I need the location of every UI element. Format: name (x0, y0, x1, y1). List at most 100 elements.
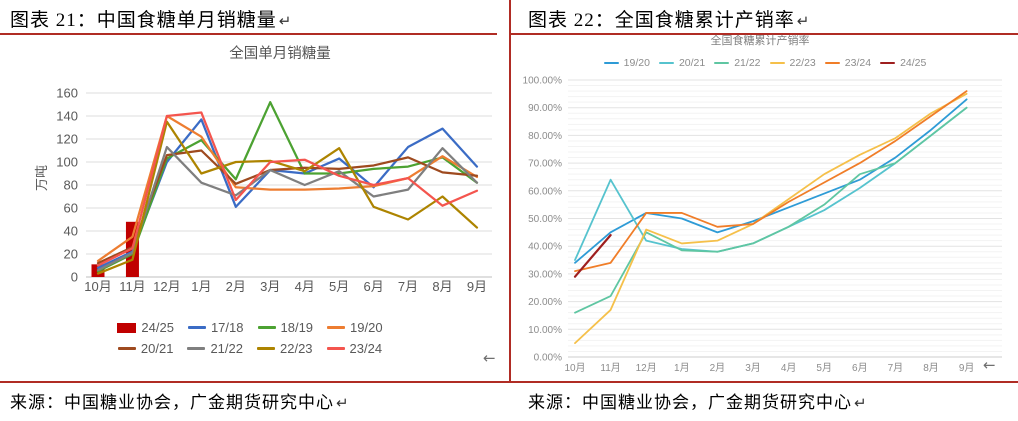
legend-item-23-24: 23/24 (824, 57, 871, 69)
y-tick-label: 80 (64, 178, 78, 193)
y-tick-label: 0 (71, 270, 78, 285)
x-tick-label: 12月 (153, 279, 180, 294)
legend-label: 22/23 (280, 341, 313, 356)
y-tick-label: 100.00% (523, 76, 563, 87)
legend-label: 24/25 (141, 320, 174, 335)
legend-item-19-20: 19/20 (603, 57, 650, 69)
y-tick-label: 120 (56, 132, 78, 147)
x-tick-label: 10月 (84, 279, 111, 294)
x-tick-label: 7月 (398, 279, 418, 294)
legend-line-swatch (603, 61, 619, 65)
chart-title: 全国食糖累计产销率 (711, 33, 810, 47)
y-tick-label: 20.00% (528, 297, 562, 308)
source-note-right-text: 来源：中国糖业协会，广金期货研究中心 (528, 393, 852, 412)
source-note-right: 来源：中国糖业协会，广金期货研究中心 ↵ (528, 388, 868, 413)
figure-22-caption-text: 图表 22：全国食糖累计产销率 (528, 10, 795, 31)
legend-item-17-18: 17/18 (187, 320, 244, 335)
legend-line-swatch (769, 61, 785, 65)
legend-label: 18/19 (280, 320, 314, 335)
series-line-23-24 (96, 111, 479, 267)
legend-line-swatch (327, 326, 346, 329)
y-tick-label: 50.00% (528, 214, 562, 225)
x-tick-label: 9月 (467, 279, 487, 294)
series-line-20-21 (96, 149, 479, 265)
series-line-18-19 (96, 101, 479, 273)
sales-ratio-svg: 全国食糖累计产销率 0.00% 10.00% 20.00% 30.00% 40.00% 50… (523, 33, 1002, 374)
legend-item-21-22: 21/22 (187, 341, 243, 356)
series-line-22-23 (574, 92, 968, 345)
x-tick-label: 1月 (674, 362, 690, 374)
x-tick-label: 11月 (600, 362, 620, 374)
cumulative-sales-ratio-chart: 全国食糖累计产销率 0.00% 10.00% 20.00% 30.00% 40.00% 50… (510, 30, 1018, 382)
legend-label: 23/24 (349, 341, 383, 356)
caption-rule-left (0, 33, 497, 35)
x-tick-label: 8月 (432, 279, 452, 294)
legend-item-20-21: 20/21 (117, 341, 174, 356)
legend-item-23-24: 23/24 (326, 341, 383, 356)
y-axis-label: 万吨 (34, 165, 49, 191)
figure-22-caption: 图表 22：全国食糖累计产销率 ↵ (528, 5, 810, 32)
y-tick-label: 140 (56, 109, 78, 124)
y-tick-label: 20 (64, 247, 78, 262)
y-tick-label: 30.00% (528, 269, 562, 280)
legend-item-24-25: 24/25 (880, 57, 926, 69)
x-tick-label: 5月 (816, 362, 832, 374)
legend-row: 20/21 21/22 22/23 23/24 (117, 341, 383, 356)
return-mark: ↵ (854, 396, 868, 412)
x-tick-label: 5月 (329, 279, 349, 294)
y-tick-label: 100 (56, 155, 78, 170)
x-tick-label: 2月 (226, 279, 246, 294)
legend-line-swatch (117, 347, 136, 350)
x-tick-label: 3月 (745, 362, 761, 374)
x-tick-label: 6月 (852, 362, 868, 374)
y-tick-label: 0.00% (534, 353, 562, 364)
y-tick-label: 40 (64, 224, 78, 239)
legend-row: 19/20 20/21 21/22 22/23 23/24 24/25 (603, 57, 926, 69)
sales-ratio-legend: 19/20 20/21 21/22 22/23 23/24 24/25 (520, 57, 1010, 69)
x-tick-label: 4月 (295, 279, 315, 294)
legend-line-swatch (714, 61, 730, 65)
x-tick-label: 7月 (888, 362, 904, 374)
x-tick-label: 9月 (959, 362, 975, 374)
bottom-rule (0, 381, 1018, 383)
figure-21-caption-text: 图表 21：中国食糖单月销糖量 (10, 10, 277, 31)
y-tick-label: 60.00% (528, 186, 562, 197)
legend-line-swatch (257, 326, 276, 329)
legend-label: 19/20 (623, 57, 650, 69)
series-line-23-24 (574, 90, 968, 273)
legend-line-swatch (326, 347, 345, 350)
x-tick-label: 1月 (191, 279, 211, 294)
legend-label: 17/18 (210, 320, 244, 335)
x-tick-label: 8月 (923, 362, 939, 374)
return-mark: ↵ (796, 14, 811, 30)
legend-label: 20/21 (140, 341, 174, 356)
legend-label: 19/20 (350, 320, 383, 335)
panel-divider (509, 0, 511, 382)
y-tick-label: 90.00% (528, 103, 562, 114)
legend-item-22-23: 22/23 (769, 57, 816, 69)
legend-label: 21/22 (734, 57, 761, 69)
x-tick-label: 6月 (363, 279, 383, 294)
y-tick-label: 80.00% (528, 131, 562, 142)
y-tick-label: 70.00% (528, 159, 562, 170)
legend-line-swatch (187, 347, 206, 350)
x-tick-label: 2月 (710, 362, 726, 374)
monthly-sugar-sales-chart: 全国单月销糖量 万吨 0 20 40 60 80 100 120 140 160 10月 11月 12月 1… (0, 38, 497, 338)
legend-line-swatch (880, 61, 896, 65)
anchor-arrow-right: ← (983, 356, 996, 374)
figure-21-caption: 图表 21：中国食糖单月销糖量 ↵ (10, 5, 292, 32)
source-note-left: 来源：中国糖业协会，广金期货研究中心 ↵ (10, 388, 350, 413)
legend-label: 20/21 (678, 57, 706, 69)
legend-item-19-20: 19/20 (327, 320, 383, 335)
y-tick-label: 10.00% (528, 325, 562, 336)
y-tick-label: 160 (56, 86, 78, 101)
legend-line-swatch (257, 347, 275, 350)
legend-row: 24/25 17/18 18/19 19/20 (117, 320, 383, 335)
y-tick-label: 40.00% (528, 242, 562, 253)
x-tick-label: 4月 (781, 362, 797, 374)
monthly-sales-legend: 24/25 17/18 18/19 19/20 20/21 21/22 22/23 23/24 (40, 320, 460, 356)
return-mark: ↵ (278, 14, 293, 30)
return-mark: ↵ (336, 396, 350, 412)
legend-item-20-21: 20/21 (658, 57, 706, 69)
legend-bar-swatch (117, 322, 137, 333)
